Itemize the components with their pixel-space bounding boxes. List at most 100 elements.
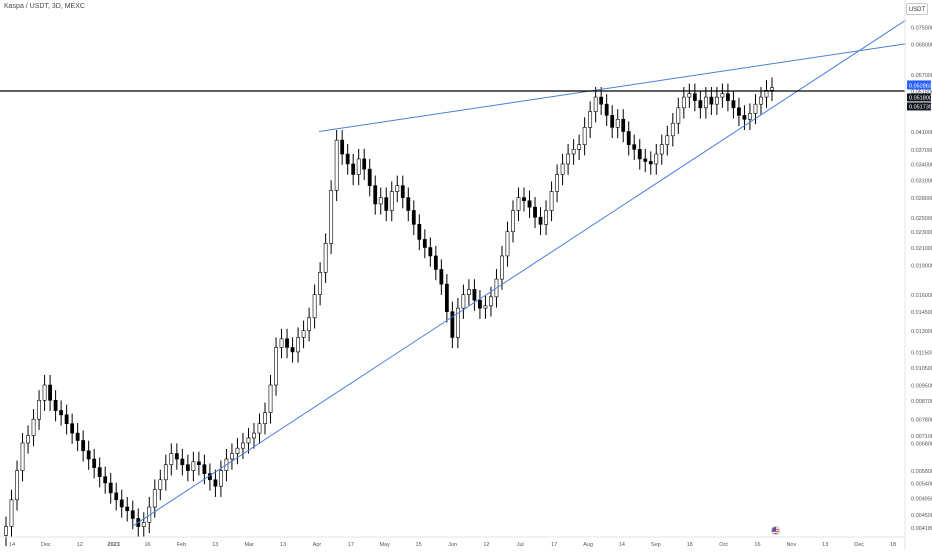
candle xyxy=(345,143,350,175)
candle xyxy=(411,200,416,236)
candle-body xyxy=(86,450,91,460)
price-tick-label: 0.013000 xyxy=(911,329,932,335)
secondary-price-label xyxy=(907,93,931,102)
price-tick-label: 0.075000 xyxy=(911,25,932,31)
candle-body xyxy=(665,135,670,145)
time-tick-label: Dec xyxy=(854,542,864,548)
candle xyxy=(263,402,267,435)
candle-body xyxy=(246,437,251,444)
candle xyxy=(615,109,620,139)
candle xyxy=(334,130,339,202)
candle xyxy=(566,143,571,175)
price-tick-label: 0.004950 xyxy=(911,497,932,503)
candle-body xyxy=(108,482,113,494)
candle-body xyxy=(643,158,648,162)
candle-body xyxy=(737,107,741,116)
candle-body xyxy=(489,296,493,307)
candle xyxy=(400,175,405,209)
candle-body xyxy=(566,153,571,165)
candle xyxy=(709,86,714,115)
candle xyxy=(4,516,8,547)
candle xyxy=(274,337,278,396)
currency-button[interactable]: USDT xyxy=(906,3,928,15)
candle-body xyxy=(455,307,460,338)
candle-body xyxy=(169,453,174,466)
candle xyxy=(163,454,168,491)
price-tick-label: 0.057000 xyxy=(911,73,932,79)
candle-body xyxy=(511,210,515,233)
candle xyxy=(731,90,736,119)
time-axis[interactable]: 14 Dec 12 2023 16 Feb 13 Mar 13 Apr 17 May 15 Jun 12 Ju… xyxy=(0,536,905,548)
symbol-title[interactable]: Kaspa / USDT, 3D, MEXC xyxy=(4,3,85,10)
candle xyxy=(213,469,218,497)
secondary-price-text: 0.051800 xyxy=(909,95,932,101)
candle-body xyxy=(406,197,411,211)
candle-body xyxy=(389,191,394,211)
candle xyxy=(439,259,444,295)
candle xyxy=(235,438,240,465)
candle xyxy=(268,374,273,424)
lower-support-trendline[interactable] xyxy=(131,19,907,527)
time-tick-label: Sep xyxy=(651,542,661,548)
candle-body xyxy=(593,96,598,112)
candle xyxy=(560,153,565,186)
candle-body xyxy=(428,247,433,257)
us-flag-event-icon[interactable] xyxy=(771,526,780,535)
candle xyxy=(544,200,548,236)
candle xyxy=(125,496,130,522)
candle-body xyxy=(555,174,559,192)
candle-body xyxy=(770,87,774,91)
candle xyxy=(654,143,659,175)
drawing-layer xyxy=(0,19,907,527)
candle-body xyxy=(698,100,703,109)
candle xyxy=(428,237,433,267)
candle-body xyxy=(654,153,659,165)
candle xyxy=(582,117,587,156)
candle xyxy=(180,448,185,476)
candle xyxy=(37,390,41,430)
candle xyxy=(748,103,752,130)
time-tick-label: Apr xyxy=(313,542,322,548)
candle xyxy=(174,443,179,470)
candle-body xyxy=(720,93,725,98)
candle-body xyxy=(235,447,240,454)
candle-body xyxy=(703,96,708,109)
candle xyxy=(356,148,361,186)
candle xyxy=(726,83,730,112)
candle xyxy=(455,298,460,349)
candle-body xyxy=(312,294,317,319)
candle xyxy=(42,374,47,412)
candle-body xyxy=(152,489,157,508)
candle xyxy=(571,139,576,165)
candle-body xyxy=(141,522,146,527)
price-tick-label: 0.014500 xyxy=(911,310,932,316)
upper-resistance-trendline[interactable] xyxy=(318,43,907,132)
time-tick-label: Nov xyxy=(786,542,796,548)
candle-body xyxy=(433,255,438,270)
candle-body xyxy=(764,89,769,98)
candle xyxy=(483,295,488,319)
candle xyxy=(53,390,58,422)
price-tick-label: 0.068000 xyxy=(911,42,932,48)
candle-body xyxy=(610,115,615,128)
candle-body xyxy=(92,458,97,468)
candle-body xyxy=(279,338,284,348)
candle xyxy=(103,466,108,494)
candle-body xyxy=(64,414,69,425)
candle xyxy=(230,443,234,470)
candle-body xyxy=(130,510,135,519)
price-axis[interactable]: 0.075000 0.068000 0.057000 0.051800 0.041000… xyxy=(904,0,932,550)
candle xyxy=(698,90,703,119)
candle-body xyxy=(676,107,681,124)
price-tick-label: 0.009500 xyxy=(911,384,932,390)
candle xyxy=(406,187,411,222)
time-tick-label: 17 xyxy=(551,542,557,548)
candle-body xyxy=(163,464,168,481)
candle-body xyxy=(323,243,328,273)
candle xyxy=(285,328,289,359)
plot-area xyxy=(4,77,774,547)
candle-body xyxy=(367,168,372,186)
candle-body xyxy=(125,506,130,512)
